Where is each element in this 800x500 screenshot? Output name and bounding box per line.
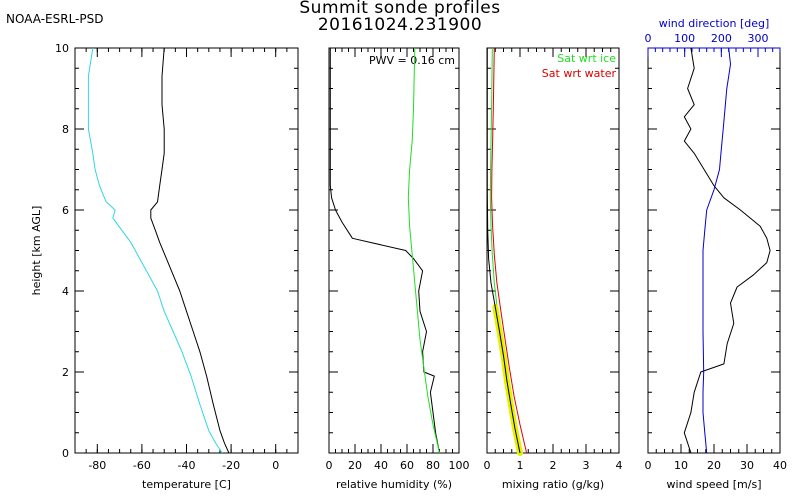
panel-4-frame — [647, 47, 781, 454]
y-tick-label: 0 — [62, 447, 69, 460]
x2-axis-label: wind direction [deg] — [659, 17, 770, 30]
y-tick-label: 10 — [55, 42, 69, 55]
x-tick-label: 2 — [550, 459, 557, 472]
pwv-annotation: PWV = 0.16 cm — [369, 54, 455, 67]
x-axis-label: mixing ratio (g/kg) — [502, 478, 604, 491]
x-tick-label: 40 — [773, 459, 787, 472]
x-tick-label: 20 — [707, 459, 721, 472]
panel-4-series-2-line — [702, 47, 731, 454]
y-axis-label: height [km AGL] — [30, 206, 43, 296]
panel-3-series-3-line — [486, 48, 521, 454]
panel-1-series-2-line — [87, 47, 223, 454]
x-tick-label: 3 — [583, 459, 590, 472]
x-axis-label: temperature [C] — [142, 478, 231, 491]
x-tick-label: 30 — [740, 459, 754, 472]
x2-tick-label: 0 — [645, 32, 652, 45]
x2-tick-label: 200 — [711, 32, 732, 45]
chart-subtitle: 20161024.231900 — [317, 15, 483, 35]
x-tick-label: 60 — [400, 459, 414, 472]
panel-4-series-1-line — [683, 47, 771, 454]
x-tick-label: 100 — [449, 459, 470, 472]
panel-2-frame — [328, 47, 460, 454]
x-tick-label: -60 — [133, 459, 151, 472]
organization-label: NOAA-ESRL-PSD — [6, 12, 104, 26]
x-tick-label: 20 — [348, 459, 362, 472]
chart-title: Summit sonde profiles — [299, 0, 501, 18]
x-tick-label: 1 — [517, 459, 524, 472]
x-tick-label: -80 — [88, 459, 106, 472]
legend-entry: Sat wrt ice — [557, 52, 616, 65]
x-tick-label: -20 — [222, 459, 240, 472]
x-tick-label: 80 — [426, 459, 440, 472]
panel-3-series-1-line — [491, 47, 528, 454]
legend-entry: Sat wrt water — [542, 67, 617, 80]
x-tick-label: -40 — [178, 459, 196, 472]
x-tick-label: 40 — [374, 459, 388, 472]
x2-tick-label: 100 — [674, 32, 695, 45]
x-axis-label: wind speed [m/s] — [667, 478, 762, 491]
x-tick-label: 0 — [645, 459, 652, 472]
panel-1-series-1-line — [150, 47, 230, 454]
x-tick-label: 0 — [272, 459, 279, 472]
y-tick-label: 6 — [62, 204, 69, 217]
x-tick-label: 4 — [616, 459, 623, 472]
y-tick-label: 8 — [62, 123, 69, 136]
panel-2-series-1-line — [329, 48, 440, 454]
y-tick-label: 2 — [62, 366, 69, 379]
x-tick-label: 0 — [484, 459, 491, 472]
panel-2-series-2-line — [407, 47, 440, 454]
x-axis-label: relative humidity (%) — [336, 478, 452, 491]
panel-1-frame — [74, 47, 299, 454]
x-tick-label: 10 — [674, 459, 688, 472]
x-tick-label: 0 — [326, 459, 333, 472]
x2-tick-label: 300 — [748, 32, 769, 45]
y-tick-label: 4 — [62, 285, 69, 298]
